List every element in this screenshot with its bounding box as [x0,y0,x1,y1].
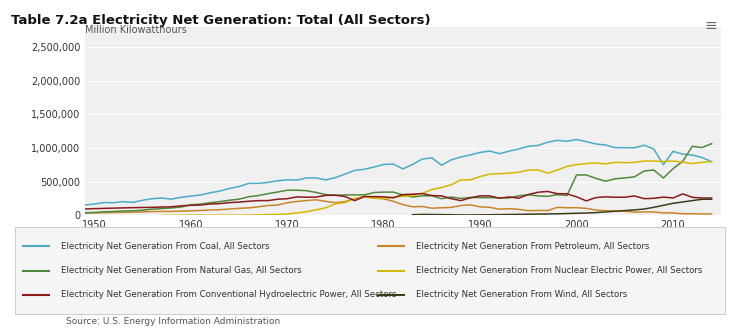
Text: Million Kilowatthours: Million Kilowatthours [85,25,186,35]
Text: Table 7.2a Electricity Net Generation: Total (All Sectors): Table 7.2a Electricity Net Generation: T… [11,14,431,27]
Text: Electricity Net Generation From Petroleum, All Sectors: Electricity Net Generation From Petroleu… [416,242,649,251]
Text: Electricity Net Generation From Natural Gas, All Sectors: Electricity Net Generation From Natural … [61,266,302,275]
Text: ≡: ≡ [705,18,718,33]
Text: Electricity Net Generation From Conventional Hydroelectric Power, All Sectors: Electricity Net Generation From Conventi… [61,290,397,299]
Text: Electricity Net Generation From Coal, All Sectors: Electricity Net Generation From Coal, Al… [61,242,269,251]
Text: Electricity Net Generation From Wind, All Sectors: Electricity Net Generation From Wind, Al… [416,290,627,299]
Text: Electricity Net Generation From Nuclear Electric Power, All Sectors: Electricity Net Generation From Nuclear … [416,266,702,275]
Text: eia: eia [24,320,43,330]
Text: Source: U.S. Energy Information Administration: Source: U.S. Energy Information Administ… [66,317,280,326]
